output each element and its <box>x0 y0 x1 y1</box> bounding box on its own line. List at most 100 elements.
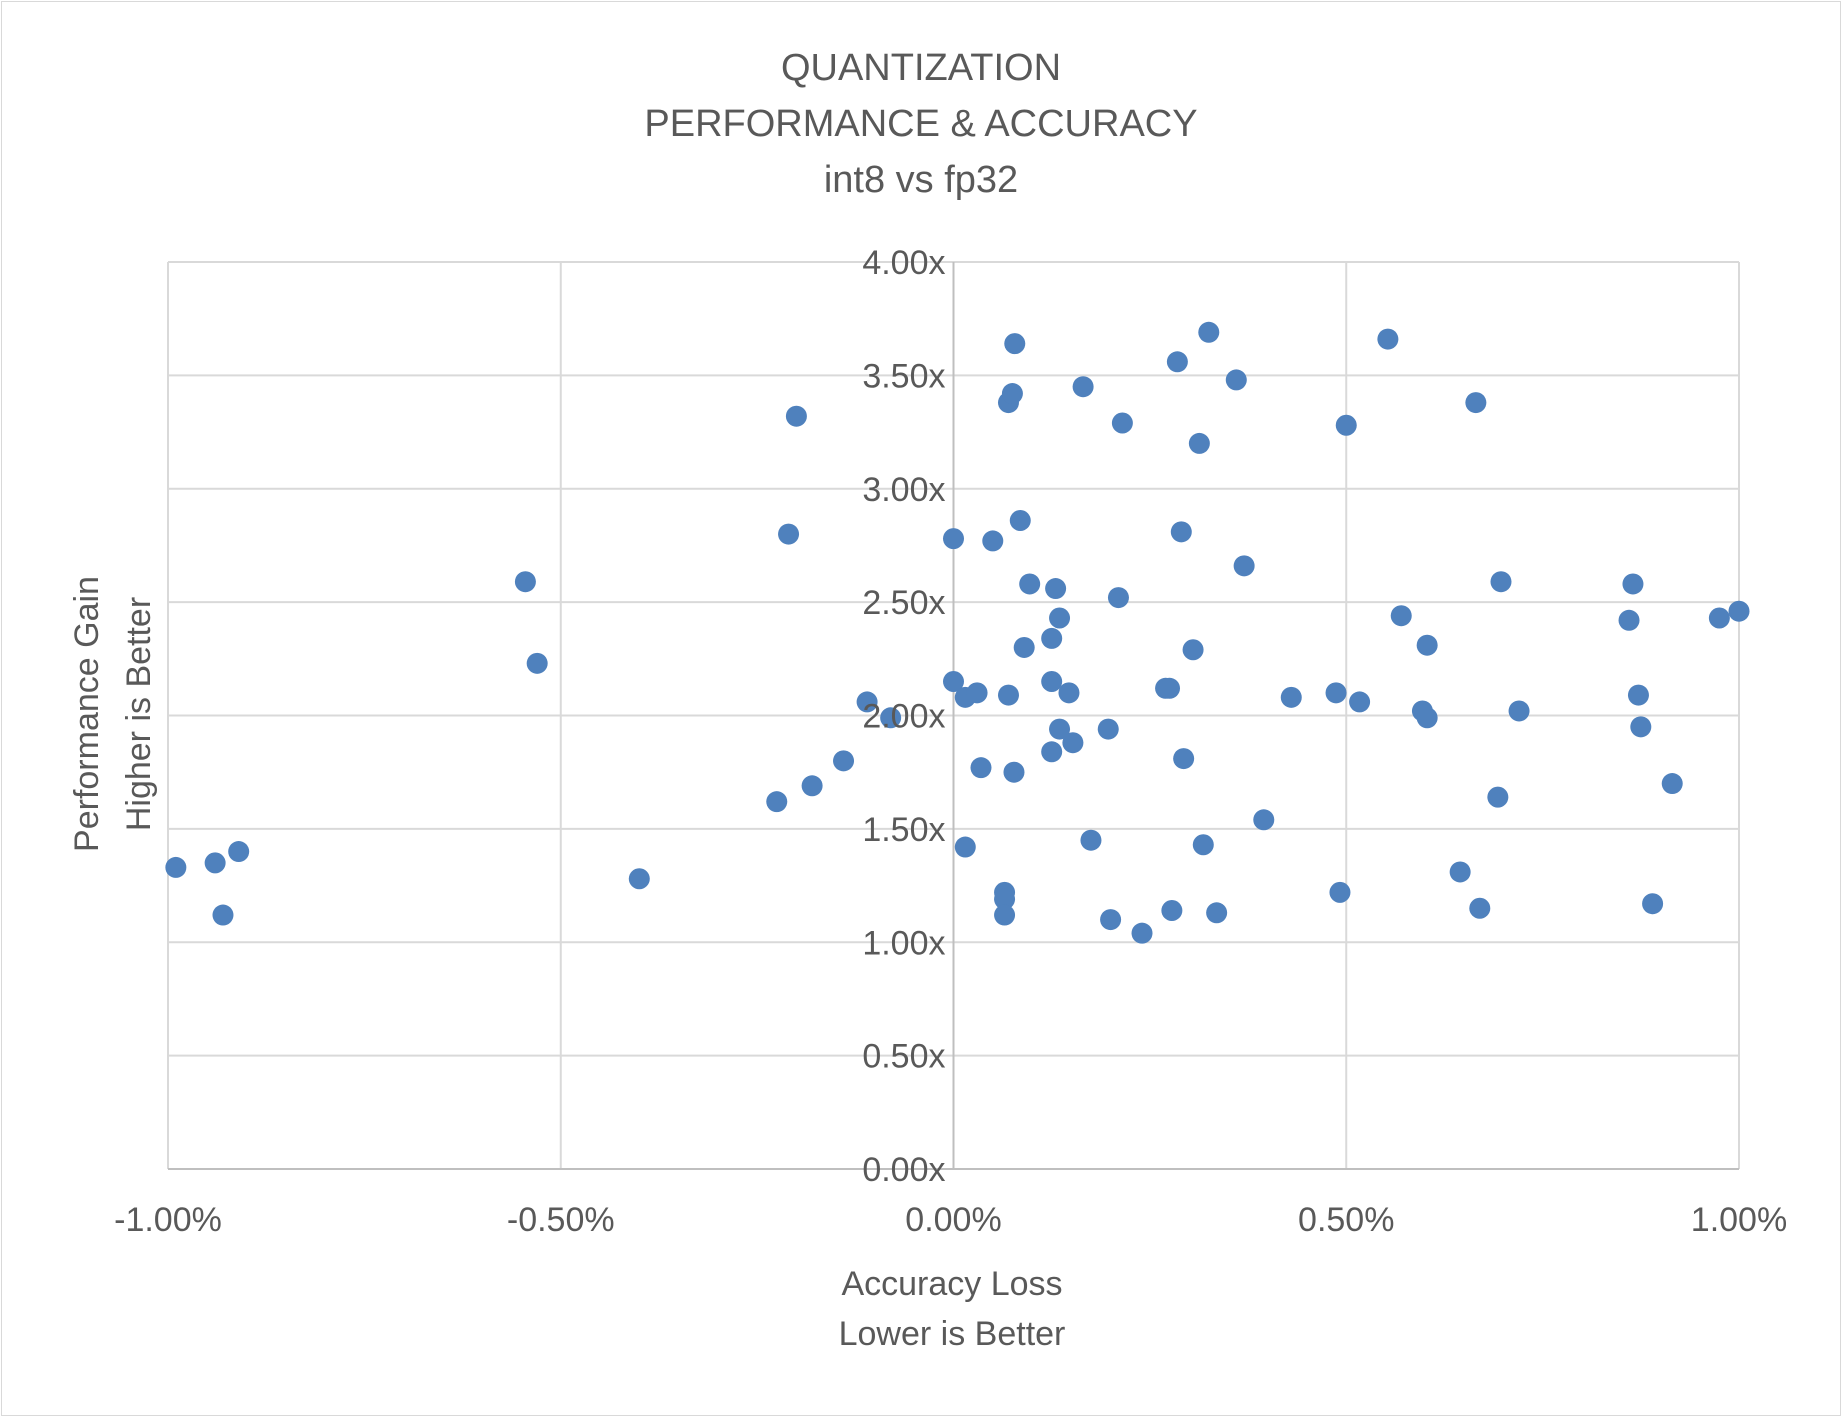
data-point <box>1335 414 1357 436</box>
y-axis-title-line-2: Higher is Better <box>120 597 158 831</box>
y-tick-label: 3.00x <box>862 471 945 509</box>
data-point <box>1049 718 1071 740</box>
x-tick-label: 0.50% <box>1298 1201 1394 1239</box>
data-point <box>514 571 536 593</box>
data-point <box>1111 412 1133 434</box>
data-point <box>785 405 807 427</box>
data-point <box>1661 773 1683 795</box>
data-point <box>880 707 902 729</box>
data-point <box>1097 718 1119 740</box>
y-tick-label: 1.00x <box>862 924 945 962</box>
data-point <box>1708 607 1730 629</box>
data-point <box>1072 376 1094 398</box>
data-point <box>526 652 548 674</box>
chart-title-line-1: QUANTIZATION <box>781 47 1061 89</box>
data-point <box>943 670 964 692</box>
data-point <box>943 528 964 550</box>
data-point <box>1325 682 1347 704</box>
data-point <box>1062 732 1084 754</box>
data-point <box>1728 600 1750 622</box>
data-point <box>1041 627 1063 649</box>
data-point <box>1206 902 1228 924</box>
data-point <box>1173 748 1195 770</box>
data-point <box>1627 684 1649 706</box>
data-point <box>1188 432 1210 454</box>
data-point <box>165 856 187 878</box>
data-point <box>1161 900 1183 922</box>
data-point <box>966 682 988 704</box>
data-point <box>1131 922 1153 944</box>
data-point <box>778 523 800 545</box>
data-point <box>1490 571 1512 593</box>
data-point <box>1019 573 1041 595</box>
data-point <box>628 868 650 890</box>
data-point <box>1280 686 1302 708</box>
y-tick-label: 2.50x <box>862 584 945 622</box>
y-tick-label: 3.50x <box>862 357 945 395</box>
data-point <box>1182 639 1204 661</box>
data-point <box>1041 741 1063 763</box>
data-point <box>1107 587 1129 609</box>
data-point <box>1058 682 1080 704</box>
x-axis-title-line-1: Accuracy Loss <box>841 1265 1062 1303</box>
chart-title-line-2: PERFORMANCE & ACCURACY <box>644 103 1197 145</box>
y-tick-label: 4.00x <box>862 244 945 282</box>
data-point <box>833 750 855 772</box>
axes <box>168 262 1739 1170</box>
data-point <box>994 904 1016 926</box>
data-point <box>982 530 1004 552</box>
data-point <box>1170 521 1192 543</box>
y-tick-label: 0.00x <box>862 1151 945 1189</box>
x-tick-labels: -1.00% -0.50% 0.00% 0.50% 1.00% <box>114 1201 1787 1239</box>
x-axis-title-line-2: Lower is Better <box>839 1315 1066 1353</box>
data-point <box>1080 829 1102 851</box>
data-point <box>228 841 250 863</box>
y-axis-title-line-1: Performance Gain <box>68 576 106 852</box>
data-point <box>994 888 1016 910</box>
data-point <box>954 836 976 858</box>
data-point <box>766 791 788 813</box>
data-point <box>1465 392 1487 414</box>
data-point <box>1198 321 1220 343</box>
data-point <box>1349 691 1371 713</box>
x-tick-label: 1.00% <box>1691 1201 1787 1239</box>
data-point <box>1469 897 1491 919</box>
data-point <box>1041 670 1063 692</box>
data-point <box>1618 609 1640 631</box>
data-point <box>1049 607 1071 629</box>
y-tick-label: 0.50x <box>862 1038 945 1076</box>
x-tick-label: 0.00% <box>905 1201 1001 1239</box>
chart-title-line-3: int8 vs fp32 <box>824 159 1018 201</box>
data-point <box>970 757 992 779</box>
data-point <box>1013 636 1035 658</box>
data-points <box>165 321 1750 944</box>
data-point <box>1329 881 1351 903</box>
data-point <box>1045 578 1067 600</box>
data-point <box>212 904 234 926</box>
data-point <box>1416 707 1438 729</box>
data-point <box>1009 509 1031 531</box>
data-point <box>856 691 878 713</box>
data-point <box>1642 893 1664 915</box>
data-point <box>1004 333 1026 355</box>
data-point <box>1100 909 1122 931</box>
data-point <box>1253 809 1275 831</box>
data-point <box>801 775 823 797</box>
data-point <box>1487 786 1509 808</box>
data-point <box>1416 634 1438 656</box>
data-point <box>1449 861 1471 883</box>
data-point <box>1233 555 1255 577</box>
y-tick-label: 2.00x <box>862 698 945 736</box>
data-point <box>1192 834 1214 856</box>
data-point <box>1001 383 1023 405</box>
y-tick-labels: 0.00x 0.50x 1.00x 1.50x 2.00x 2.50x 3.00x 3.50x… <box>862 244 945 1189</box>
data-point <box>204 852 226 874</box>
x-tick-label: -0.50% <box>507 1201 615 1239</box>
x-tick-label: -1.00% <box>114 1201 222 1239</box>
data-point <box>1003 761 1025 783</box>
data-point <box>1377 328 1399 350</box>
data-point <box>1166 351 1188 373</box>
data-point <box>997 684 1019 706</box>
